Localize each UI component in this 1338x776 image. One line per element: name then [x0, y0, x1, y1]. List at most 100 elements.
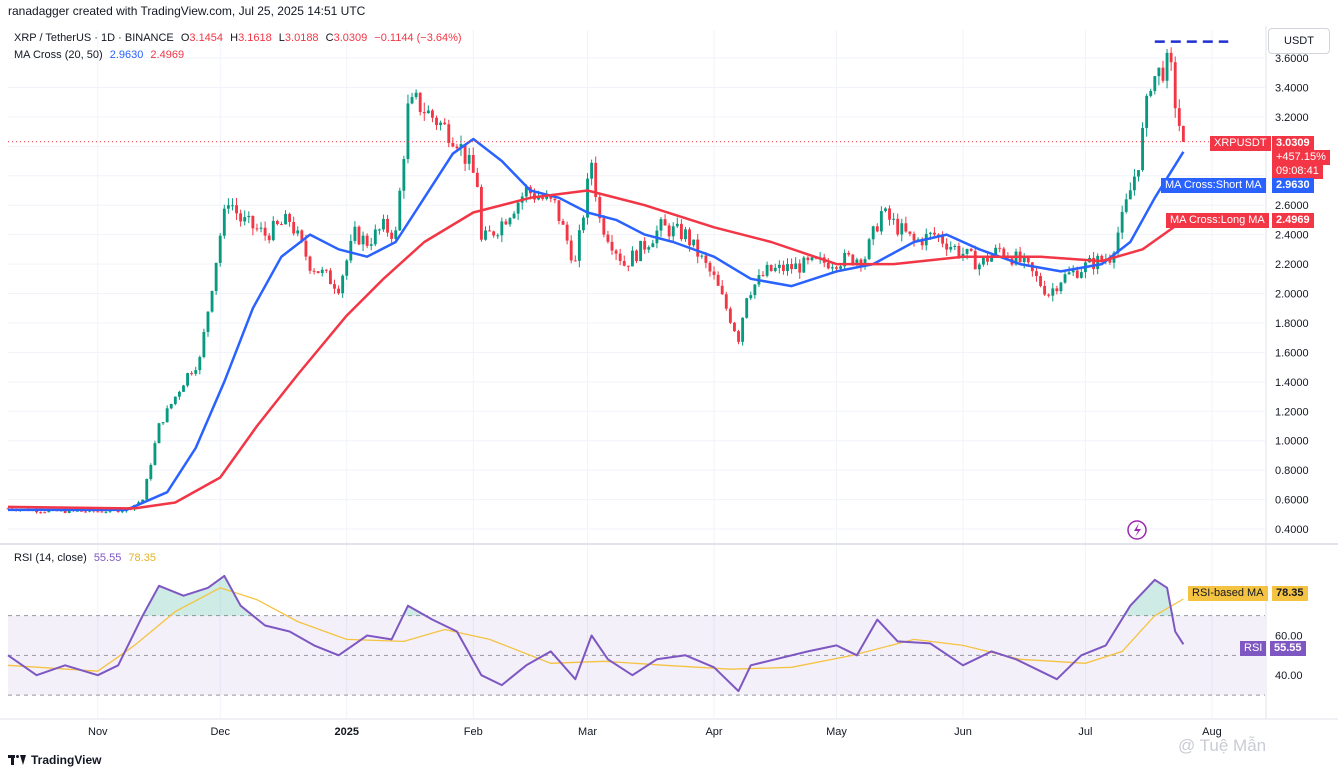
price-tag: XRPUSDT 3.0309 +457.15% 09:08:41	[1210, 136, 1330, 179]
candle-body	[977, 264, 981, 270]
candle-body	[830, 267, 834, 269]
candle-body	[904, 223, 908, 232]
high-label: H	[230, 32, 239, 44]
candle-body	[496, 235, 500, 237]
candle-body	[545, 195, 549, 199]
price-tick-label: 3.4000	[1275, 82, 1309, 94]
candle-body	[769, 264, 773, 272]
currency-button[interactable]: USDT	[1268, 28, 1330, 54]
candle-body	[263, 227, 267, 236]
candle-body	[1145, 95, 1149, 128]
candle-body	[663, 219, 667, 226]
lightning-icon[interactable]	[1127, 520, 1147, 540]
candle-body	[333, 284, 336, 289]
candle-body	[80, 510, 83, 512]
candle-body	[884, 208, 887, 212]
candle-body	[1173, 62, 1177, 109]
candle-body	[96, 511, 100, 513]
rsi-label: RSI (14, close)	[14, 552, 87, 564]
candle-body	[647, 247, 651, 250]
candle-body	[1014, 251, 1018, 265]
time-tick-label: 2025	[334, 726, 358, 738]
candle-body	[651, 243, 655, 248]
candle-body	[692, 239, 696, 246]
candle-body	[965, 248, 969, 254]
candle-body	[357, 226, 361, 245]
rsi-ma-tag-value: 78.35	[1272, 586, 1308, 601]
candle-body	[1043, 285, 1047, 295]
candle-body	[186, 373, 189, 386]
candle-body	[875, 226, 879, 232]
candle-body	[708, 262, 712, 272]
candle-body	[255, 228, 259, 230]
candle-body	[157, 423, 161, 444]
price-tick-label: 1.2000	[1275, 406, 1309, 418]
candle-body	[1063, 274, 1067, 283]
ma-legend[interactable]: MA Cross (20, 50) 2.9630 2.4969	[14, 49, 184, 61]
candle-body	[198, 357, 202, 371]
candle-body	[398, 190, 402, 231]
candle-body	[777, 264, 781, 268]
candle-body	[728, 308, 732, 323]
time-tick-label: May	[826, 726, 847, 738]
candle-body	[247, 215, 251, 218]
candle-body	[871, 226, 875, 240]
candle-body	[659, 219, 663, 231]
candle-body	[1137, 170, 1140, 177]
candle-body	[569, 240, 573, 261]
high-value: 3.1618	[238, 32, 272, 44]
candle-body	[406, 103, 410, 160]
chart-caption: ranadagger created with TradingView.com,…	[8, 4, 366, 18]
rsi-legend[interactable]: RSI (14, close) 55.55 78.35	[14, 552, 156, 564]
candle-body	[239, 213, 243, 222]
candle-body	[700, 255, 704, 257]
candle-body	[153, 443, 157, 465]
candle-body	[908, 231, 912, 234]
candle-body	[879, 211, 883, 232]
brand-logo[interactable]: TradingView	[8, 753, 101, 767]
candle-body	[361, 235, 365, 245]
symbol-legend[interactable]: XRP / TetherUS · 1D · BINANCE O3.1454 H3…	[14, 32, 462, 44]
candle-body	[602, 218, 606, 235]
rsi-line	[7, 574, 1185, 693]
time-axis[interactable]: Nov Dec 2025 Feb Mar Apr May Jun Jul Aug	[88, 726, 1222, 738]
candle-body	[790, 264, 794, 270]
candle-body	[100, 511, 104, 513]
candle-body	[43, 512, 47, 514]
candle-body	[459, 144, 463, 149]
candle-body	[145, 479, 149, 500]
candle-body	[1100, 255, 1104, 261]
candle-body	[353, 226, 357, 241]
candle-body	[328, 270, 332, 285]
candle-body	[896, 218, 900, 235]
candle-body	[1092, 257, 1096, 270]
candle-body	[737, 331, 740, 342]
candle-body	[443, 122, 447, 125]
rsi-ma-tag-name: RSI-based MA	[1188, 586, 1268, 601]
candle-body	[231, 205, 234, 207]
price-tick-label: 0.6000	[1275, 495, 1309, 507]
candle-body	[961, 253, 965, 257]
candle-body	[296, 230, 300, 234]
candle-body	[475, 172, 479, 187]
brand-name: TradingView	[31, 753, 102, 767]
candle-body	[488, 230, 492, 232]
candle-body	[341, 275, 345, 294]
candle-body	[312, 270, 316, 272]
candle-body	[953, 245, 957, 247]
candle-body	[761, 275, 765, 277]
candle-body	[512, 213, 516, 219]
time-tick-label: Dec	[210, 726, 230, 738]
candle-body	[1181, 125, 1185, 142]
candle-body	[941, 236, 945, 244]
candle-body	[802, 257, 806, 273]
ma-long-value: 2.4969	[150, 49, 185, 61]
time-tick-label: Nov	[88, 726, 108, 738]
candle-body	[141, 499, 145, 503]
candle-body	[410, 97, 414, 104]
candle-body	[500, 221, 504, 236]
candle-body	[182, 385, 185, 392]
price-tick-label: 1.6000	[1275, 347, 1309, 359]
